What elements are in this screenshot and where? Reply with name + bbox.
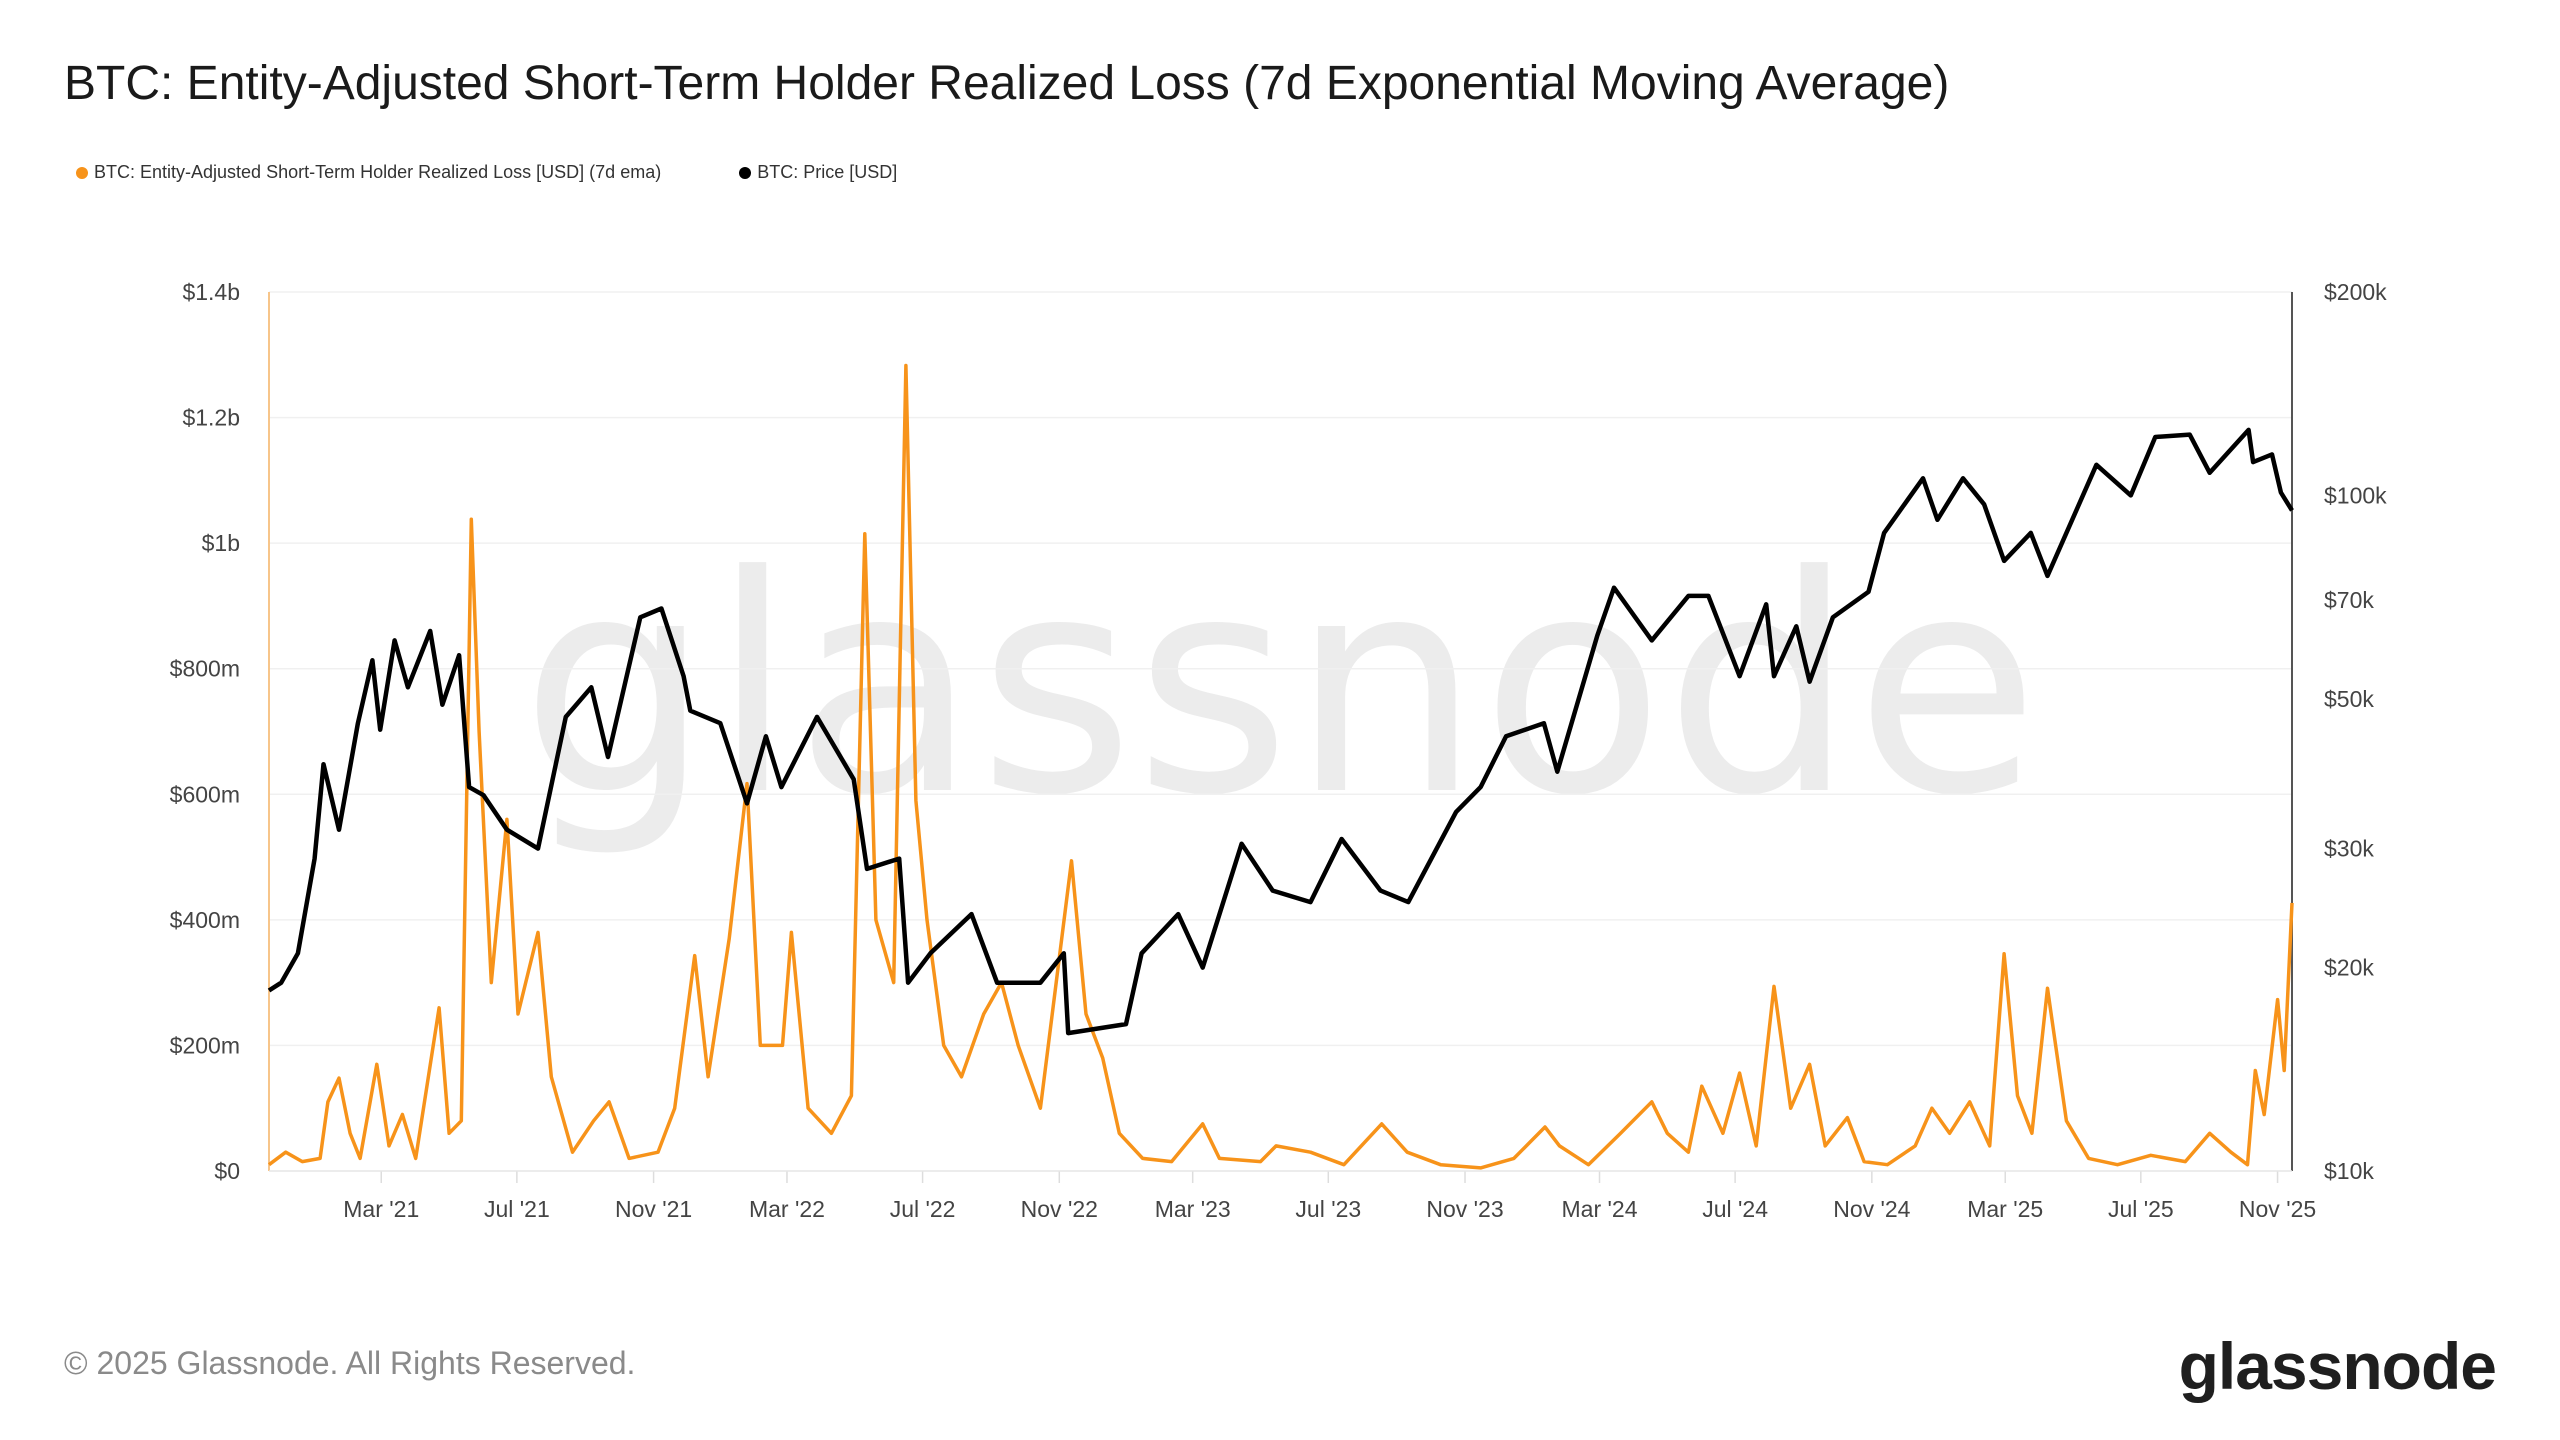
x-tick-label: Mar '25 <box>1967 1196 2043 1222</box>
legend: BTC: Entity-Adjusted Short-Term Holder R… <box>76 162 897 183</box>
series-line-btc-price <box>267 427 2294 1036</box>
x-tick-label: Mar '23 <box>1155 1196 1231 1222</box>
y-right-tick-label: $10k <box>2324 1158 2374 1184</box>
y-left-tick-label: $1.4b <box>182 279 240 305</box>
legend-dot-orange-icon <box>76 166 88 179</box>
chart-title: BTC: Entity-Adjusted Short-Term Holder R… <box>64 57 1950 110</box>
x-tick-label: Jul '22 <box>890 1196 956 1222</box>
y-right-tick-label: $20k <box>2324 955 2374 981</box>
glassnode-logo: glassnode <box>2178 1329 2497 1403</box>
y-left-tick-label: $1.2b <box>182 405 240 431</box>
y-left-tick-label: $200m <box>170 1032 240 1058</box>
x-tick-label: Nov '24 <box>1833 1196 1910 1222</box>
x-tick-label: Nov '23 <box>1426 1196 1503 1222</box>
x-tick-label: Jul '25 <box>2108 1196 2174 1222</box>
watermark: glassnode <box>521 512 2040 861</box>
x-tick-label: Nov '21 <box>615 1196 692 1222</box>
x-tick-label: Mar '24 <box>1562 1196 1638 1222</box>
x-tick-label: Nov '22 <box>1021 1196 1098 1222</box>
y-right-tick-label: $50k <box>2324 686 2374 712</box>
y-right-tick-label: $30k <box>2324 836 2374 862</box>
legend-label-price: BTC: Price [USD] <box>757 162 898 182</box>
x-tick-label: Jul '23 <box>1295 1196 1361 1222</box>
x-tick-label: Nov '25 <box>2239 1196 2316 1222</box>
x-tick-label: Jul '21 <box>484 1196 550 1222</box>
legend-label-loss: BTC: Entity-Adjusted Short-Term Holder R… <box>94 162 662 182</box>
series-line-realized-loss <box>267 363 2294 1170</box>
copyright: © 2025 Glassnode. All Rights Reserved. <box>64 1345 636 1381</box>
x-tick-label: Mar '21 <box>343 1196 419 1222</box>
y-right-tick-label: $70k <box>2324 587 2374 613</box>
y-right-tick-label: $200k <box>2324 279 2387 305</box>
x-tick-label: Jul '24 <box>1702 1196 1768 1222</box>
y-left-tick-label: $400m <box>170 907 240 933</box>
y-left-tick-label: $0 <box>214 1158 240 1184</box>
legend-item-loss[interactable]: BTC: Entity-Adjusted Short-Term Holder R… <box>76 162 661 183</box>
y-left-tick-label: $600m <box>170 781 240 807</box>
legend-dot-black-icon <box>739 166 752 179</box>
x-tick-label: Mar '22 <box>749 1196 825 1222</box>
legend-item-price[interactable]: BTC: Price [USD] <box>739 162 897 183</box>
y-right-tick-label: $100k <box>2324 482 2387 508</box>
y-left-tick-label: $800m <box>170 656 240 682</box>
y-left-tick-label: $1b <box>202 530 240 556</box>
